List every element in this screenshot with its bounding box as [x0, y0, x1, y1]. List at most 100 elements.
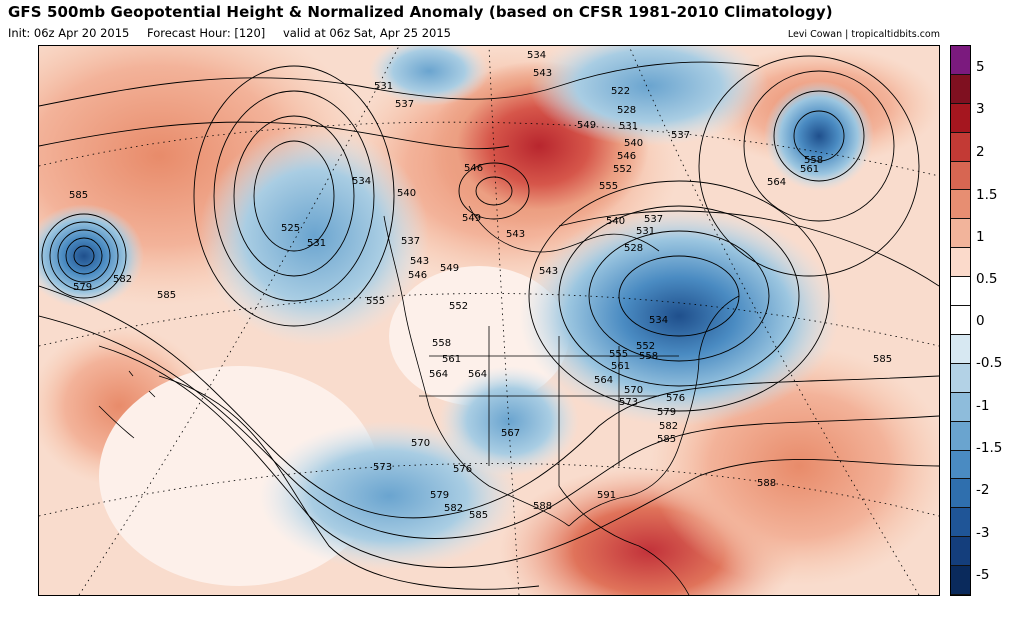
contour-label: 528 — [624, 243, 643, 254]
contour-label: 585 — [469, 510, 488, 521]
colorbar-label: -5 — [976, 567, 990, 583]
colorbar-segment — [951, 537, 970, 567]
contour-label: 564 — [429, 369, 448, 380]
contour-label: 561 — [800, 164, 819, 175]
contour-label: 555 — [366, 296, 385, 307]
coastlines — [98, 205, 740, 595]
contour-label: 573 — [373, 462, 392, 473]
forecast-hour: Forecast Hour: [120] — [147, 26, 266, 40]
contour-label: 549 — [577, 120, 596, 131]
colorbar-segment — [951, 132, 970, 162]
contour-label: 558 — [804, 155, 823, 166]
contour-label: 561 — [442, 354, 461, 365]
colorbar-label: 1 — [976, 229, 985, 245]
contour-label: 570 — [411, 438, 430, 449]
contour-label: 576 — [666, 393, 685, 404]
contour-label: 558 — [432, 338, 451, 349]
map-subtitle: Init: 06z Apr 20 2015 Forecast Hour: [12… — [8, 26, 465, 40]
contour-label: 585 — [657, 434, 676, 445]
colorbar-segment — [951, 103, 970, 133]
colorbar-segment — [951, 566, 970, 595]
contour-label: 582 — [444, 503, 463, 514]
map-title: GFS 500mb Geopotential Height & Normaliz… — [8, 3, 833, 21]
colorbar-label: 3 — [976, 101, 985, 117]
contour-label: 585 — [873, 354, 892, 365]
contour-label: 564 — [468, 369, 487, 380]
contour-label: 582 — [113, 274, 132, 285]
contour-label: 564 — [767, 177, 786, 188]
anomaly-negative-westcoast — [199, 126, 429, 346]
colorbar-label: -3 — [976, 525, 990, 541]
contour-label: 576 — [453, 464, 472, 475]
colorbar-segment — [951, 392, 970, 422]
contour-label: 540 — [397, 188, 416, 199]
contour-label: 528 — [617, 105, 636, 116]
contour-label: 537 — [401, 236, 420, 247]
contour-label: 549 — [462, 213, 481, 224]
contour-label: 543 — [410, 256, 429, 267]
contour-label: 537 — [644, 214, 663, 225]
contour-label: 573 — [619, 397, 638, 408]
contour-label: 543 — [539, 266, 558, 277]
contour-label: 534 — [352, 176, 371, 187]
contour-label: 579 — [430, 490, 449, 501]
contour-label: 558 — [639, 351, 658, 362]
contour-label: 531 — [619, 121, 638, 132]
contour-label: 534 — [649, 315, 668, 326]
anomaly-negative-pacific-low — [39, 204, 144, 308]
contour-label: 543 — [506, 229, 525, 240]
contour-label: 537 — [671, 130, 690, 141]
contour-label: 522 — [611, 86, 630, 97]
contour-label: 585 — [69, 190, 88, 201]
contour-label: 588 — [757, 478, 776, 489]
contour-label: 552 — [449, 301, 468, 312]
contour-label: 570 — [624, 385, 643, 396]
contour-label: 555 — [609, 349, 628, 360]
colorbar-segment — [951, 363, 970, 393]
map-svg: 534 543 531 537 522 528 531 537 540 546 … — [39, 46, 939, 595]
contour-label: 546 — [464, 163, 483, 174]
contour-label: 591 — [597, 490, 616, 501]
contour-label: 579 — [657, 407, 676, 418]
colorbar-segment — [951, 190, 970, 220]
colorbar-segment — [951, 508, 970, 538]
colorbar-label: -1 — [976, 398, 990, 414]
anomaly-negative-northatlantic — [764, 81, 874, 191]
colorbar-segment — [951, 450, 970, 480]
colorbar-segment — [951, 161, 970, 191]
contour-label: 525 — [281, 223, 300, 234]
contour-label-group: 534 543 531 537 522 528 531 537 540 546 … — [69, 50, 892, 521]
colorbar-segment — [951, 219, 970, 249]
contour-label: 540 — [606, 216, 625, 227]
colorbar-label: 0 — [976, 313, 985, 329]
contour-label: 561 — [611, 361, 630, 372]
colorbar-label: -1.5 — [976, 440, 1003, 456]
contour-label: 549 — [440, 263, 459, 274]
contour-label: 546 — [408, 270, 427, 281]
contour-label: 531 — [636, 226, 655, 237]
anomaly-map: 534 543 531 537 522 528 531 537 540 546 … — [38, 45, 940, 596]
init-time: Init: 06z Apr 20 2015 — [8, 26, 130, 40]
anomaly-negative-alaska-north — [369, 46, 489, 106]
contour-label: 546 — [617, 151, 636, 162]
contour-label: 540 — [624, 138, 643, 149]
contour-label: 537 — [395, 99, 414, 110]
height-contours — [39, 55, 939, 590]
colorbar-segment — [951, 306, 970, 335]
contour-label: 588 — [533, 501, 552, 512]
graticule — [39, 46, 939, 595]
contour-label: 552 — [613, 164, 632, 175]
contour-label: 555 — [599, 181, 618, 192]
colorbar-segment — [951, 74, 970, 104]
credit: Levi Cowan | tropicaltidbits.com — [787, 29, 940, 40]
colorbar-label: 0.5 — [976, 271, 998, 287]
colorbar-label: 2 — [976, 144, 985, 160]
colorbar-label: 1.5 — [976, 187, 998, 203]
contour-label: 582 — [659, 421, 678, 432]
contour-label: 579 — [73, 282, 92, 293]
contour-label: 585 — [157, 290, 176, 301]
contour-label: 564 — [594, 375, 613, 386]
contour-label: 531 — [374, 81, 393, 92]
colorbar-segment — [951, 334, 970, 364]
contour-label: 534 — [527, 50, 546, 61]
